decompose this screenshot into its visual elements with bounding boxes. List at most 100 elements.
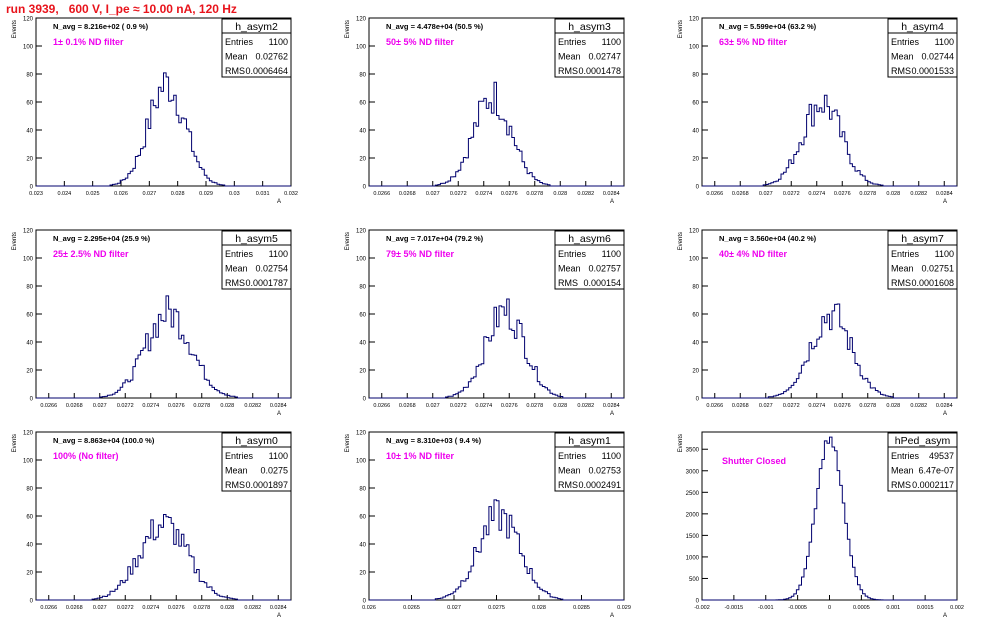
x-tick-label: 0.027	[426, 191, 440, 197]
y-tick-label: 0	[696, 599, 700, 605]
histogram-outline	[36, 72, 291, 187]
y-tick-label: 0	[363, 185, 367, 191]
navg-label: N_avg = 4.478e+04 (50.5 %)	[386, 22, 484, 31]
stats-value: 49537	[929, 451, 954, 461]
stats-label: Entries	[225, 451, 254, 461]
x-tick-label: 0.023	[29, 191, 43, 197]
x-tick-label: -0.002	[694, 605, 710, 611]
x-tick-label: 0.025	[86, 191, 100, 197]
y-axis-label: Events	[12, 232, 18, 250]
histogram-panel-h_asym4: 0 20 40 60 80 100 120 0.0266 0.0268 0.027 0.0272 0.…	[678, 17, 958, 205]
y-tick-label: 60	[359, 515, 366, 521]
x-axis-label: A	[277, 613, 281, 619]
stats-value: 0.0001608	[911, 278, 954, 288]
filter-label: 79± 5% ND filter	[386, 249, 454, 259]
y-tick-label: 120	[23, 431, 34, 437]
navg-label: N_avg = 7.017e+04 (79.2 %)	[386, 234, 484, 243]
x-tick-label: 0.0268	[732, 403, 749, 409]
histogram-outline	[369, 81, 624, 187]
x-tick-label: 0	[828, 605, 831, 611]
y-tick-label: 20	[359, 157, 366, 163]
stats-label: RMS	[225, 480, 245, 490]
x-tick-label: 0.0284	[603, 191, 620, 197]
stats-value: 0.0002491	[578, 480, 621, 490]
x-tick-label: 0.0278	[859, 191, 876, 197]
x-tick-label: -0.001	[758, 605, 774, 611]
x-tick-label: 0.0282	[577, 403, 594, 409]
x-tick-label: 0.0276	[834, 191, 851, 197]
stats-label: Entries	[891, 37, 920, 47]
x-axis-label: A	[277, 199, 281, 205]
x-tick-label: 0.024	[57, 191, 71, 197]
stats-value: 1100	[269, 249, 288, 259]
y-tick-label: 1000	[686, 555, 700, 561]
stats-value: 1100	[935, 249, 954, 259]
y-tick-label: 20	[692, 369, 699, 375]
stats-box-frame	[887, 432, 958, 492]
x-tick-label: 0.0282	[244, 403, 261, 409]
y-tick-label: 80	[359, 285, 366, 291]
x-tick-label: 0.0268	[399, 191, 416, 197]
stats-box: hPed_asym Entries 49537 Mean 6.47e-07 RMS 0.00…	[887, 432, 958, 492]
x-tick-label: 0.026	[362, 605, 376, 611]
stats-label: Mean	[891, 52, 914, 62]
x-tick-label: 0.029	[199, 191, 213, 197]
x-axis-label: A	[943, 613, 947, 619]
x-tick-label: 0.028	[220, 605, 234, 611]
stats-title: h_asym2	[235, 21, 278, 33]
x-tick-label: 0.0272	[117, 403, 134, 409]
x-tick-label: 0.026	[114, 191, 128, 197]
y-tick-label: 0	[363, 397, 367, 403]
stats-value: 1100	[935, 37, 954, 47]
x-tick-label: 0.027	[142, 191, 156, 197]
x-axis-label: A	[610, 199, 614, 205]
stats-box: h_asym2 Entries 1100 Mean 0.02762 RMS 0.000646…	[221, 18, 292, 78]
y-tick-label: 100	[356, 45, 367, 51]
x-tick-label: 0.0278	[193, 403, 210, 409]
y-tick-label: 40	[359, 543, 366, 549]
navg-label: N_avg = 3.560e+04 (40.2 %)	[719, 234, 817, 243]
histogram-outline	[702, 94, 957, 187]
stats-box: h_asym0 Entries 1100 Mean 0.0275 RMS 0.0001897	[221, 432, 292, 492]
x-tick-label: 0.027	[426, 403, 440, 409]
y-tick-label: 100	[689, 45, 700, 51]
y-tick-label: 0	[696, 397, 700, 403]
x-tick-label: 0.0268	[732, 191, 749, 197]
x-tick-label: 0.001	[886, 605, 900, 611]
y-tick-label: 120	[356, 431, 367, 437]
stats-value: 1100	[602, 249, 621, 259]
navg-label: N_avg = 5.599e+04 (63.2 %)	[719, 22, 817, 31]
x-tick-label: 0.0276	[168, 403, 185, 409]
x-tick-label: 0.028	[886, 403, 900, 409]
x-tick-label: 0.0274	[808, 403, 825, 409]
filter-label: 40± 4% ND filter	[719, 249, 787, 259]
x-tick-label: 0.0276	[501, 403, 518, 409]
y-tick-label: 20	[692, 157, 699, 163]
stats-label: RMS	[891, 66, 911, 76]
y-tick-label: 40	[26, 543, 33, 549]
y-axis-label: Events	[678, 20, 684, 38]
y-tick-label: 80	[359, 73, 366, 79]
x-tick-label: 0.0276	[834, 403, 851, 409]
y-tick-label: 20	[359, 369, 366, 375]
x-tick-label: 0.0282	[244, 605, 261, 611]
x-tick-label: 0.0284	[270, 605, 287, 611]
stats-box-frame	[221, 230, 292, 290]
y-tick-label: 120	[689, 17, 700, 23]
x-tick-label: 0.027	[93, 403, 107, 409]
x-tick-label: 0.0268	[399, 403, 416, 409]
x-tick-label: 0.0274	[475, 403, 492, 409]
y-axis-label: Events	[678, 232, 684, 250]
stats-label: Entries	[558, 249, 587, 259]
histogram-panel-h_asym3: 0 20 40 60 80 100 120 0.0266 0.0268 0.027 0.0272 0.…	[345, 17, 625, 205]
y-tick-label: 100	[23, 257, 34, 263]
x-tick-label: 0.0266	[373, 191, 390, 197]
y-tick-label: 80	[26, 285, 33, 291]
stats-box-frame	[554, 432, 625, 492]
stats-value: 0.02757	[588, 264, 621, 274]
histogram-outline	[36, 514, 291, 601]
y-tick-label: 40	[26, 129, 33, 135]
filter-label: 10± 1% ND filter	[386, 451, 454, 461]
stats-label: Mean	[558, 264, 581, 274]
x-axis-label: A	[943, 199, 947, 205]
